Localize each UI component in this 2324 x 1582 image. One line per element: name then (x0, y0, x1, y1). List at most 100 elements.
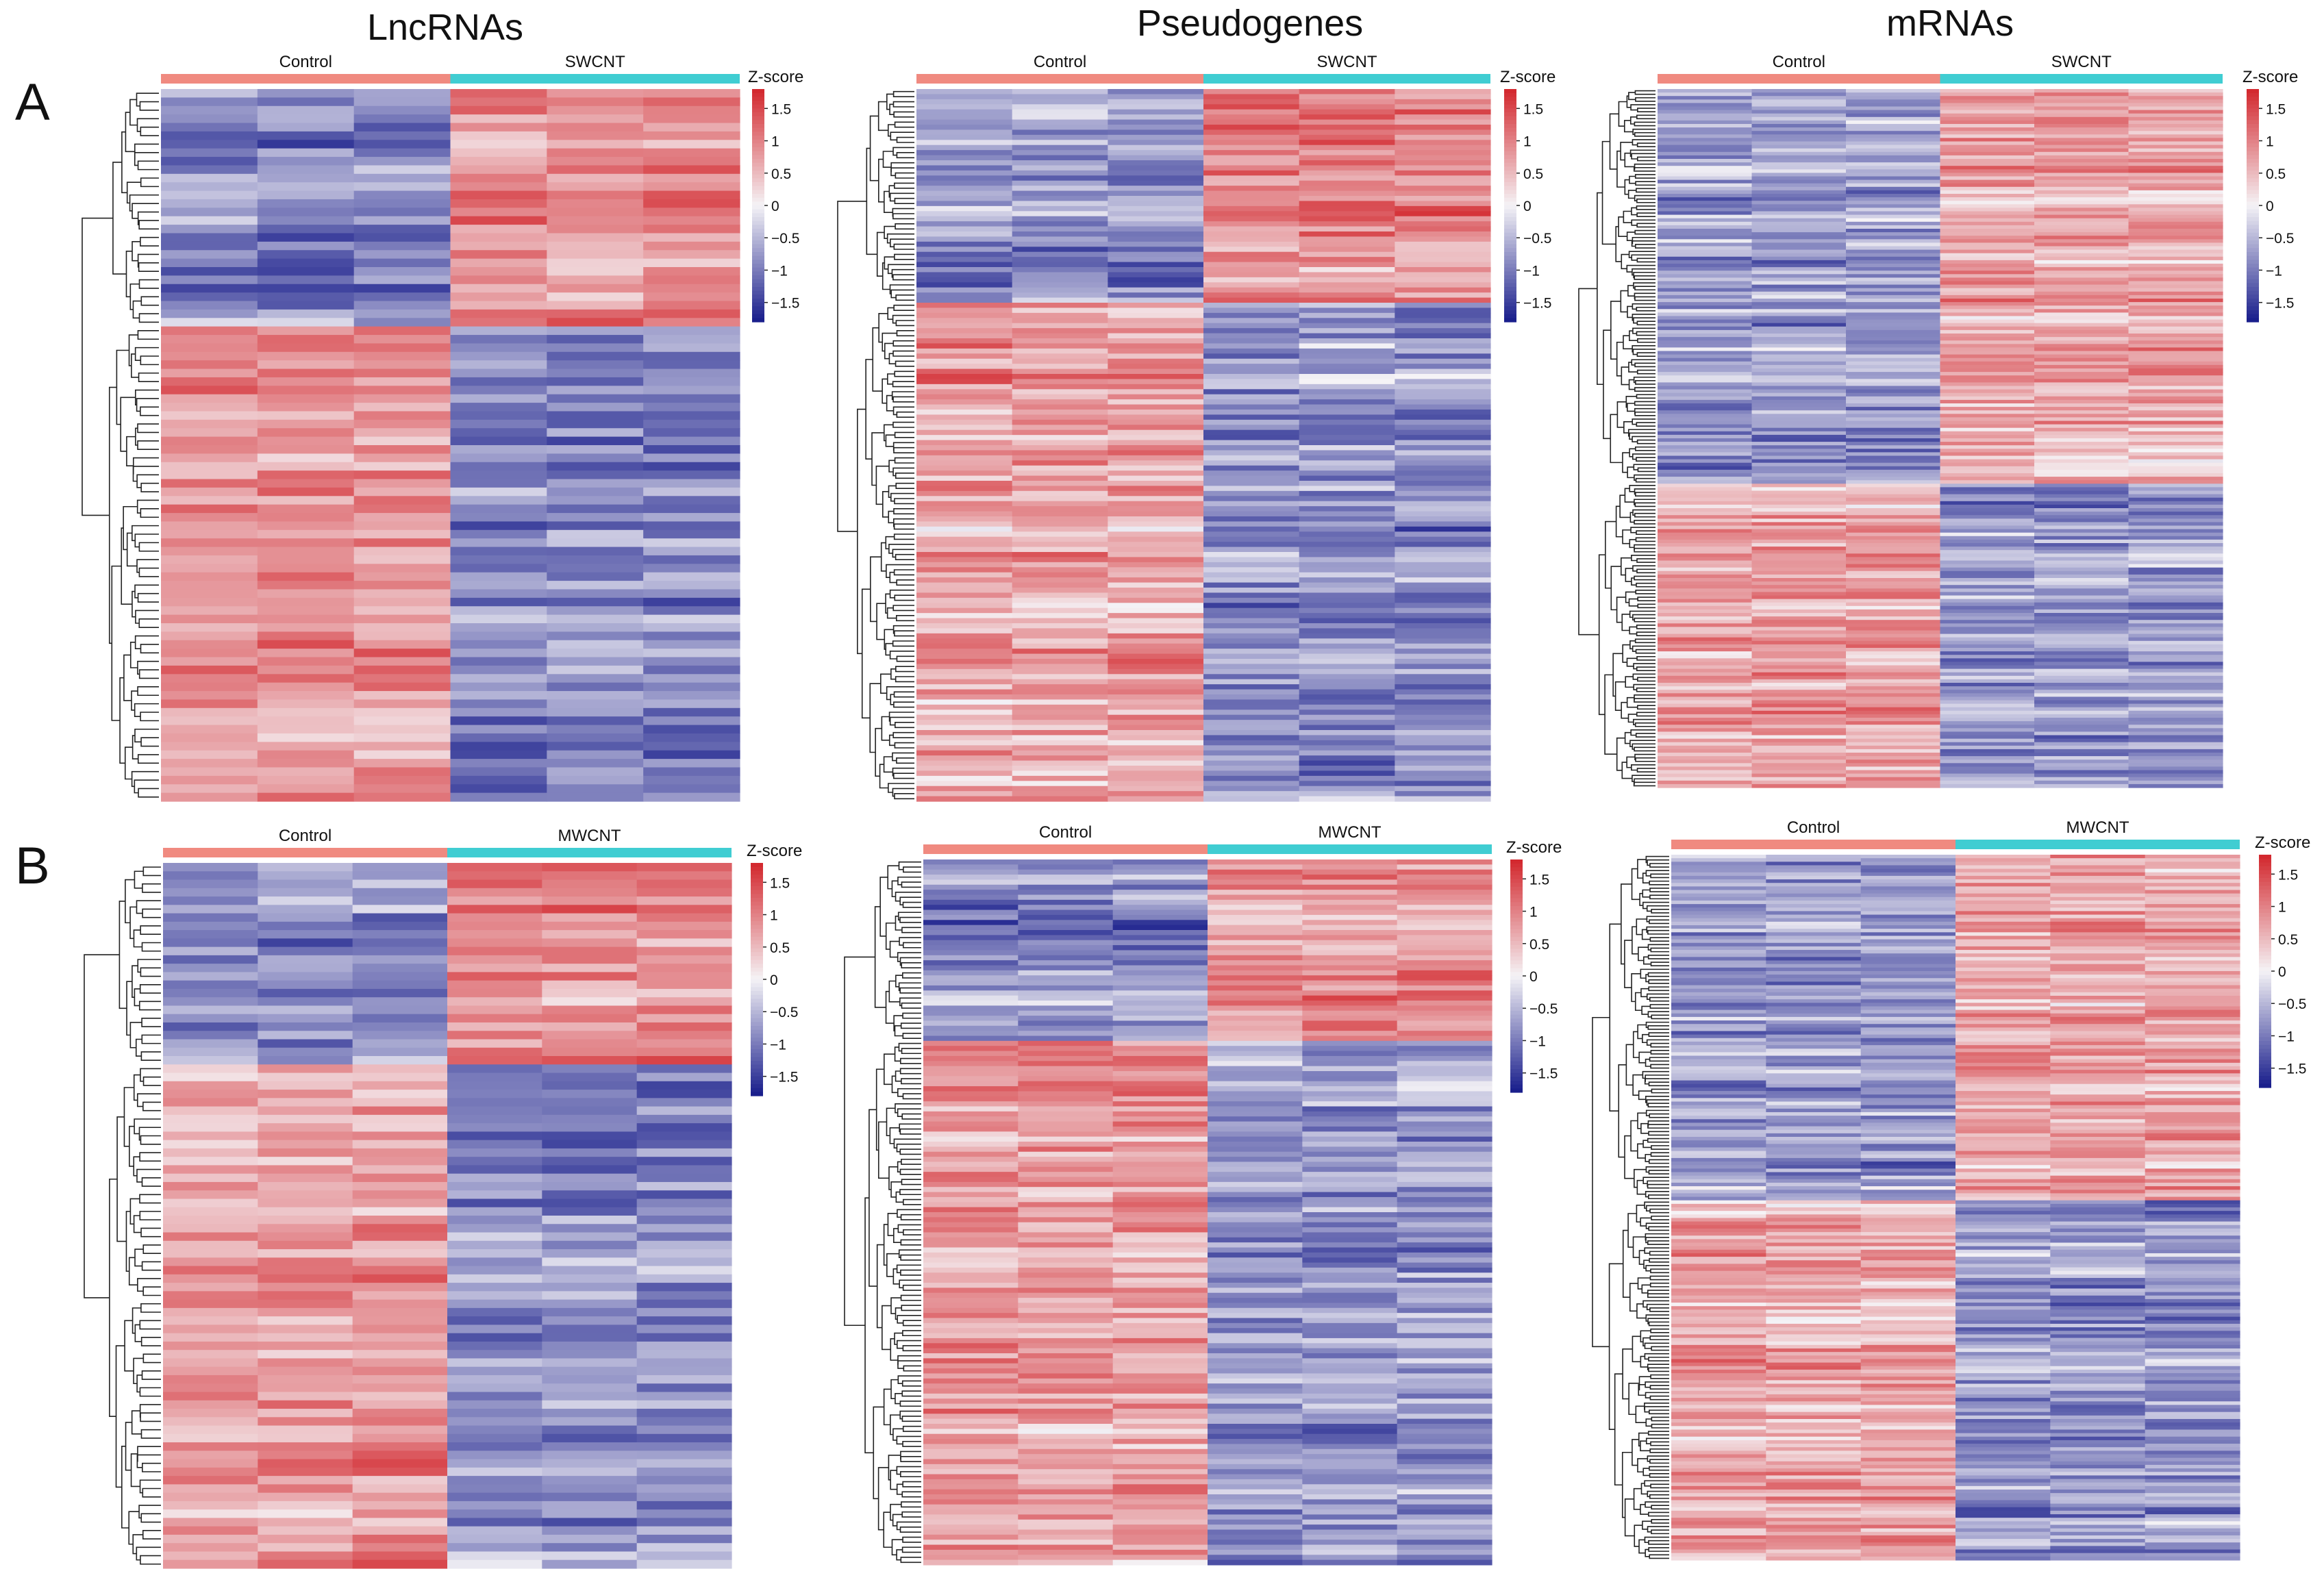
legend-swatch (2247, 275, 2259, 280)
heatmap-cell (1940, 357, 2035, 362)
heatmap-cell (161, 614, 258, 624)
heatmap-cell (2034, 334, 2129, 338)
heatmap-cell (1940, 204, 2035, 208)
heatmap-cell (636, 1316, 732, 1325)
heatmap-cell (163, 1425, 258, 1435)
heatmap-cell (1108, 694, 1204, 701)
heatmap-cell (547, 275, 644, 285)
heatmap-cell (1108, 282, 1204, 288)
heatmap-cell (1940, 599, 2035, 603)
heatmap-cell (2128, 138, 2223, 142)
heatmap-cell (1112, 1307, 1208, 1314)
heatmap-cell (643, 216, 740, 225)
dendrogram-branch (900, 1254, 921, 1261)
dendrogram-branch (1627, 305, 1633, 318)
heatmap-cell (1203, 277, 1300, 283)
heatmap-cell (450, 335, 547, 344)
heatmap-cell (1203, 129, 1300, 136)
heatmap-cell (542, 863, 638, 872)
heatmap-cell (1018, 1157, 1114, 1163)
heatmap-cell (1751, 473, 1847, 477)
heatmap-cell (1940, 249, 2035, 254)
heatmap-cell (547, 173, 644, 183)
heatmap-cell (2034, 449, 2129, 453)
heatmap-cell (1299, 241, 1395, 247)
heatmap-cell (1203, 364, 1300, 370)
legend-swatch (1510, 1088, 1523, 1093)
legend-swatch (752, 271, 764, 276)
heatmap-cell (1940, 504, 2035, 509)
heatmap-cell (1397, 995, 1492, 1001)
heatmap-cell (1395, 272, 1491, 278)
heatmap-cell (1203, 333, 1300, 339)
heatmap-cell (1940, 742, 2035, 746)
heatmap-cell (1397, 1494, 1492, 1500)
heatmap-cell (1299, 257, 1395, 263)
heatmap-cell (636, 1157, 732, 1166)
heatmap-cell (1658, 459, 1753, 464)
heatmap-cell (923, 1142, 1019, 1147)
heatmap-cell (2034, 124, 2129, 128)
heatmap-cell (257, 759, 355, 768)
heatmap-cell (257, 462, 355, 471)
heatmap-cell (1208, 925, 1303, 931)
dendrogram-branch (901, 1002, 921, 1009)
legend-swatch (752, 264, 764, 268)
heatmap-cell (1751, 131, 1847, 135)
heatmap-cell (2128, 512, 2223, 516)
dendrogram-branch (132, 590, 136, 618)
heatmap-cell (1751, 347, 1847, 352)
heatmap-cell (1397, 1151, 1492, 1157)
heatmap-cell (352, 1316, 448, 1325)
heatmap-cell (1112, 1393, 1208, 1399)
heatmap-cell (636, 1291, 732, 1301)
heatmap-cell (923, 1162, 1019, 1168)
heatmap-cell (636, 1165, 732, 1175)
heatmap-cell (923, 1444, 1019, 1450)
heatmap-cell (1397, 1277, 1492, 1283)
heatmap-cell (923, 940, 1019, 946)
heatmap-cell (1766, 865, 1862, 870)
dendrogram-branch (1623, 120, 1634, 133)
heatmap-cell (547, 665, 644, 675)
heatmap-cell (1203, 109, 1300, 115)
legend-swatch (1504, 244, 1516, 249)
heatmap-cell (1018, 1363, 1114, 1369)
heatmap-cell (352, 913, 448, 922)
heatmap-cell (1940, 609, 2035, 614)
heatmap-cell (1018, 1474, 1114, 1480)
heatmap-cell (1203, 521, 1300, 527)
legend-swatch (2247, 162, 2259, 167)
heatmap-cell (1395, 516, 1491, 523)
heatmap-cell (1108, 679, 1204, 685)
heatmap-cell (1299, 267, 1395, 273)
heatmap-cell (163, 1207, 258, 1216)
heatmap-cell (1012, 262, 1108, 268)
dendrogram-branch (895, 482, 914, 489)
heatmap-cell (1395, 119, 1491, 125)
heatmap-cell (161, 386, 258, 395)
heatmap-cell (1112, 1464, 1208, 1470)
heatmap-cell (1299, 236, 1395, 242)
heatmap-cell (2034, 644, 2129, 649)
legend-swatch (1510, 937, 1523, 942)
heatmap-cell (258, 1098, 353, 1107)
heatmap-cell (1751, 141, 1847, 146)
heatmap-cell (1397, 1353, 1492, 1359)
heatmap-cell (1397, 1005, 1492, 1012)
heatmap-cell (1108, 257, 1204, 263)
dendrogram-branch (136, 900, 161, 914)
heatmap-cell (1940, 623, 2035, 627)
heatmap-cell (1203, 572, 1300, 578)
heatmap-cell (1012, 735, 1108, 741)
heatmap-cell (643, 157, 740, 166)
heatmap-cell (916, 623, 1013, 629)
heatmap-cell (636, 1283, 732, 1292)
dendrogram-branch (896, 757, 914, 764)
heatmap-cell (2128, 386, 2223, 390)
heatmap-cell (1018, 1247, 1114, 1253)
heatmap-cell (1112, 1066, 1208, 1072)
heatmap-cell (1751, 249, 1847, 254)
heatmap-cell (1751, 403, 1847, 407)
heatmap-cell (1208, 1353, 1303, 1359)
